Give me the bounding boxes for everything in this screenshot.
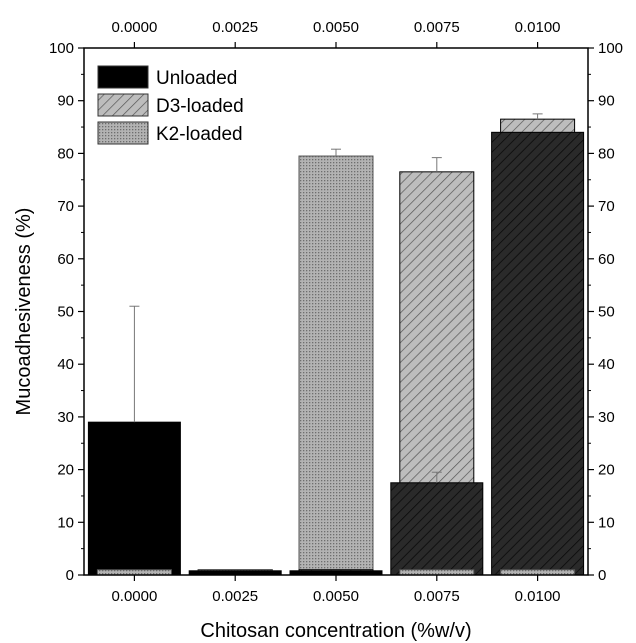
x-tick-label-top-3: 0.0075 <box>414 19 460 36</box>
bar-k2-loaded-2 <box>298 155 374 576</box>
y-tick-label-left-60: 60 <box>57 251 74 268</box>
y-tick-label-left-10: 10 <box>57 514 74 531</box>
y-tick-label-left-40: 40 <box>57 356 74 373</box>
y-tick-label-left-20: 20 <box>57 462 74 479</box>
y-tick-label-left-90: 90 <box>57 93 74 110</box>
y-tick-label-right-50: 50 <box>598 304 615 321</box>
y-tick-label-right-80: 80 <box>598 145 615 162</box>
axes: 0 0 10 10 20 20 30 30 40 40 50 50 60 60 70 70 80 80 90 90 10… <box>49 19 623 605</box>
bar-k2-loaded-0 <box>96 569 172 576</box>
bars <box>87 113 585 576</box>
x-axis-title: Chitosan concentration (%w/v) <box>200 620 471 642</box>
legend-swatch-k2-loaded <box>97 121 149 145</box>
bar-k2-loaded-3 <box>399 569 475 576</box>
legend-label-k2-loaded: K2-loaded <box>156 124 243 145</box>
x-tick-label-top-4: 0.0100 <box>515 19 561 36</box>
bar-unloaded-0 <box>87 421 181 576</box>
x-tick-label-top-2: 0.0050 <box>313 19 359 36</box>
y-tick-label-left-50: 50 <box>57 304 74 321</box>
y-tick-label-right-0: 0 <box>598 567 606 584</box>
bar-k2-loaded-4 <box>500 569 576 576</box>
y-tick-label-left-70: 70 <box>57 198 74 215</box>
x-tick-label-bottom-4: 0.0100 <box>515 588 561 605</box>
y-tick-label-left-80: 80 <box>57 145 74 162</box>
y-tick-label-right-60: 60 <box>598 251 615 268</box>
x-tick-label-bottom-1: 0.0025 <box>212 588 258 605</box>
legend-label-unloaded: Unloaded <box>156 68 237 89</box>
y-axis-title: Mucoadhesiveness (%) <box>13 208 35 416</box>
y-tick-label-left-30: 30 <box>57 409 74 426</box>
y-tick-label-right-90: 90 <box>598 93 615 110</box>
y-tick-label-left-0: 0 <box>66 567 74 584</box>
x-tick-label-top-0: 0.0000 <box>111 19 157 36</box>
x-tick-label-top-1: 0.0025 <box>212 19 258 36</box>
legend-label-d3-loaded: D3-loaded <box>156 96 244 117</box>
x-tick-label-bottom-3: 0.0075 <box>414 588 460 605</box>
y-tick-label-right-40: 40 <box>598 356 615 373</box>
legend-swatch-unloaded <box>97 65 149 89</box>
y-tick-label-left-100: 100 <box>49 40 74 57</box>
y-tick-label-right-10: 10 <box>598 514 615 531</box>
y-tick-label-right-20: 20 <box>598 462 615 479</box>
legend: Unloaded D3-loaded K2-loaded <box>97 65 244 145</box>
x-tick-label-bottom-0: 0.0000 <box>111 588 157 605</box>
bar-unloaded-4 <box>491 131 585 576</box>
y-tick-label-right-100: 100 <box>598 40 623 57</box>
y-tick-label-right-70: 70 <box>598 198 615 215</box>
bar-unloaded-3 <box>390 482 484 576</box>
y-tick-label-right-30: 30 <box>598 409 615 426</box>
legend-swatch-d3-loaded <box>97 93 149 117</box>
x-tick-label-bottom-2: 0.0050 <box>313 588 359 605</box>
